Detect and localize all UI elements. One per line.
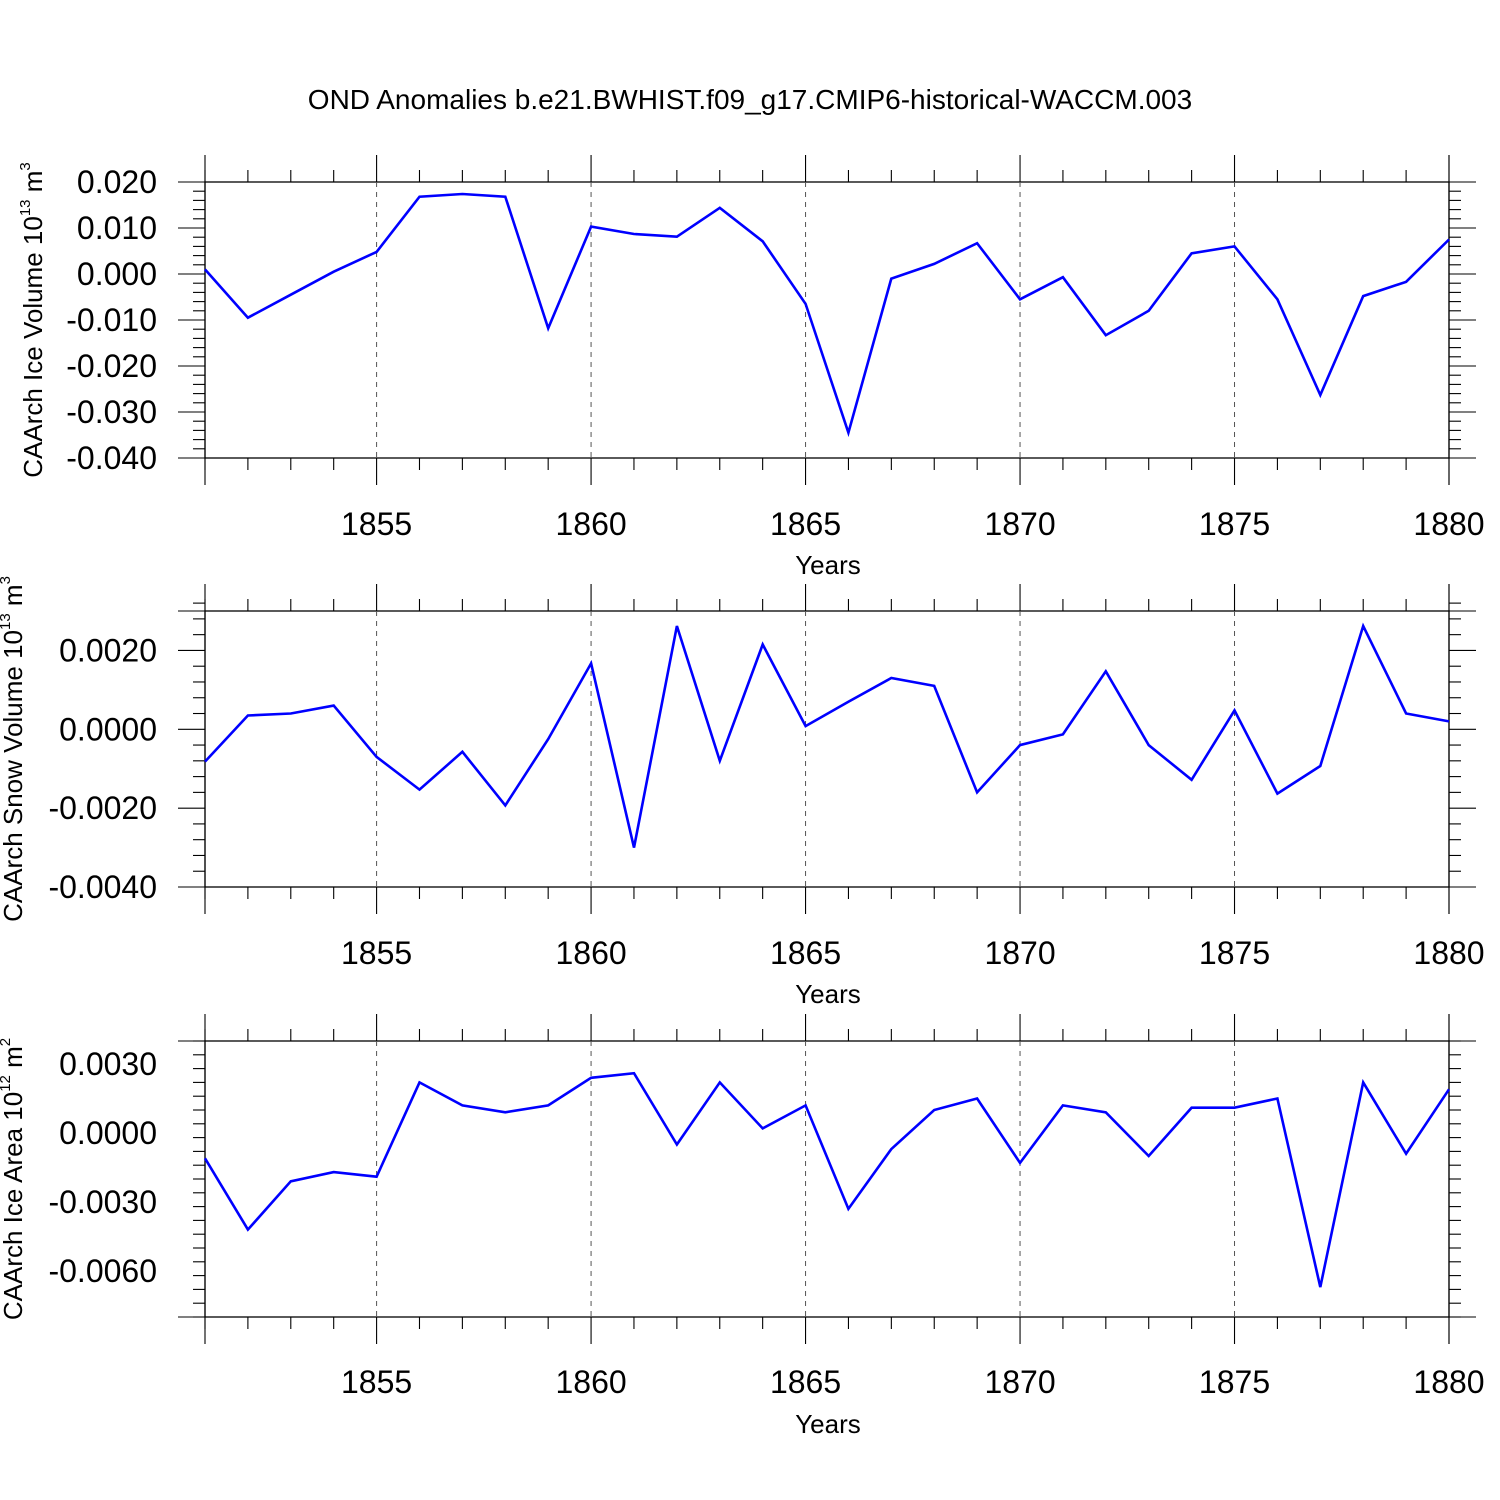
plot-frame	[204, 610, 1450, 888]
x-axis-label: Years	[795, 1409, 861, 1439]
y-tick-label: 0.0030	[59, 1046, 157, 1082]
x-tick-label: 1855	[341, 1364, 412, 1400]
x-tick-label: 1865	[770, 935, 841, 971]
y-tick-label: -0.0020	[48, 790, 157, 826]
plot-frame	[204, 181, 1450, 459]
y-tick-label: 0.0000	[59, 1115, 157, 1151]
y-tick-label: -0.010	[66, 302, 157, 338]
x-axis-label: Years	[795, 550, 861, 580]
y-tick-label: -0.0040	[48, 869, 157, 905]
y-tick-label: -0.030	[66, 394, 157, 430]
y-tick-label: 0.0000	[59, 711, 157, 747]
y-axis-label-unit: m	[0, 584, 28, 613]
x-tick-label: 1870	[984, 935, 1055, 971]
y-axis-label-text: CAArch Snow Volume 10	[0, 630, 28, 922]
panel-3: 0.0030 0.0000 -0.0030 -0.0060 1855 1860 1865 18…	[0, 1014, 1485, 1439]
y-axis-label-text: CAArch Ice Area 10	[0, 1092, 28, 1320]
y-axis-label-unit-exponent: 3	[17, 162, 34, 170]
panel-2: 0.0020 0.0000 -0.0020 -0.0040 1855 1860 1865 18…	[0, 576, 1485, 1009]
y-tick-label: 0.010	[77, 210, 157, 246]
x-tick-label: 1860	[555, 506, 626, 542]
y-tick-label: -0.020	[66, 348, 157, 384]
x-tick-label: 1860	[555, 1364, 626, 1400]
x-tick-label: 1855	[341, 935, 412, 971]
y-axis-label-exponent: 12	[0, 1075, 14, 1092]
x-tick-label: 1870	[984, 1364, 1055, 1400]
x-tick-label: 1870	[984, 506, 1055, 542]
plot-frame	[204, 1040, 1450, 1318]
x-tick-label: 1875	[1199, 935, 1270, 971]
y-tick-label: -0.0060	[48, 1253, 157, 1289]
y-axis-label: CAArch Snow Volume 1013 m3	[0, 576, 28, 922]
y-tick-label: 0.0020	[59, 632, 157, 668]
y-axis-label-unit: m	[0, 1046, 28, 1075]
x-tick-label: 1865	[770, 506, 841, 542]
y-tick-label: 0.020	[77, 164, 157, 200]
series-line	[204, 192, 1450, 438]
y-axis-label-exponent: 13	[0, 613, 14, 630]
y-axis-label-unit: m	[18, 171, 48, 200]
y-axis-label: CAArch Ice Area 1012 m2	[0, 1038, 28, 1320]
x-tick-label: 1880	[1413, 935, 1484, 971]
y-axis-label-unit-exponent: 2	[0, 1038, 14, 1046]
x-tick-label: 1865	[770, 1364, 841, 1400]
x-tick-label: 1855	[341, 506, 412, 542]
x-tick-label: 1875	[1199, 506, 1270, 542]
chart-title: OND Anomalies b.e21.BWHIST.f09_g17.CMIP6…	[308, 84, 1192, 115]
y-axis-label-unit-exponent: 3	[0, 576, 14, 584]
x-tick-label: 1860	[555, 935, 626, 971]
y-axis-label: CAArch Ice Volume 1013 m3	[17, 162, 48, 478]
x-tick-label: 1875	[1199, 1364, 1270, 1400]
y-tick-label: 0.000	[77, 256, 157, 292]
y-axis-label-exponent: 13	[17, 199, 34, 216]
y-axis-label-text: CAArch Ice Volume 10	[18, 216, 48, 478]
series-line	[203, 1071, 1451, 1288]
y-tick-label: -0.040	[66, 440, 157, 476]
x-axis-label: Years	[795, 979, 861, 1009]
x-tick-label: 1880	[1413, 1364, 1484, 1400]
y-tick-label: -0.0030	[48, 1184, 157, 1220]
series-line	[204, 622, 1450, 848]
panel-1: 0.020 0.010 0.000 -0.010 -0.020 -0.030 -0.040 1…	[17, 155, 1485, 580]
x-tick-label: 1880	[1413, 506, 1484, 542]
